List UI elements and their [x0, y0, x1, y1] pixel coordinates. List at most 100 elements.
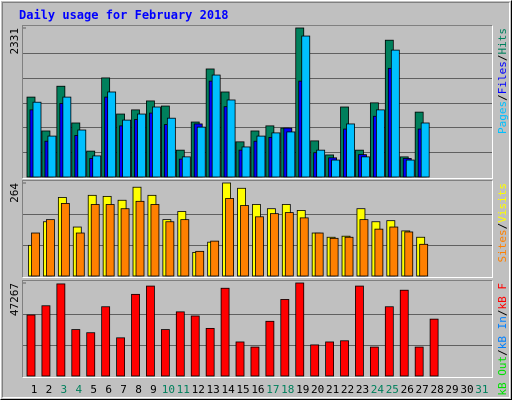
bar [256, 135, 266, 178]
bar [240, 205, 249, 277]
bar [107, 91, 117, 178]
bar [241, 146, 251, 178]
bar [205, 327, 215, 377]
bar [92, 155, 102, 178]
legend: kB Out/kB In/kB F [496, 283, 509, 396]
x-tick-label: 6 [105, 383, 112, 396]
panel-light [22, 280, 493, 378]
bar [62, 96, 72, 178]
bar [250, 346, 260, 377]
bar [355, 285, 364, 377]
legend: Sites/Visits [496, 183, 509, 263]
x-tick-label: 28 [430, 383, 443, 396]
x-tick-label: 19 [296, 383, 309, 396]
x-tick-label: 4 [75, 383, 82, 396]
x-tick-label: 7 [120, 383, 127, 396]
bar [314, 232, 324, 277]
bar [235, 341, 245, 377]
bar [301, 35, 311, 178]
bar [346, 123, 355, 178]
x-tick-label: 11 [177, 383, 190, 396]
bar [375, 109, 385, 178]
bar [180, 219, 190, 277]
x-tick-label: 20 [311, 383, 324, 396]
legend-separator: / [496, 94, 509, 101]
bar [26, 314, 36, 377]
panel-shadow [22, 25, 493, 179]
bar [160, 329, 170, 377]
x-tick-label: 3 [61, 383, 68, 396]
bar [269, 213, 279, 277]
x-tick-label: 23 [356, 383, 369, 396]
x-tick-label: 18 [281, 383, 294, 396]
bar [384, 306, 394, 377]
legend-entry: kB F [496, 283, 509, 310]
x-tick-label: 27 [416, 383, 429, 396]
y-tick-label: 2331 [8, 28, 21, 55]
bar [429, 318, 439, 377]
y-tick-label: 264 [8, 183, 21, 203]
bar [122, 119, 131, 178]
bar [310, 344, 320, 377]
x-tick-label: 2 [46, 383, 53, 396]
bar [280, 299, 290, 377]
x-tick-label: 8 [135, 383, 142, 396]
bar [31, 232, 40, 277]
bar [420, 122, 430, 178]
x-tick-label: 14 [221, 383, 235, 396]
bar [419, 243, 429, 277]
bar [75, 232, 85, 277]
bar [344, 236, 354, 277]
x-tick-label: 25 [386, 383, 399, 396]
x-tick-label: 22 [341, 383, 354, 396]
bar [331, 159, 341, 178]
bar [414, 346, 424, 377]
bar [181, 156, 191, 178]
x-tick-label: 15 [236, 383, 249, 396]
bar [390, 49, 400, 178]
bar [271, 132, 281, 178]
bar [196, 126, 206, 178]
x-tick-label: 21 [326, 383, 339, 396]
bar [225, 198, 234, 277]
bar [399, 289, 409, 377]
bar [32, 101, 42, 178]
bar [329, 237, 339, 277]
legend-separator: / [496, 349, 509, 356]
legend: Pages/Files/Hits [496, 28, 509, 134]
bar [389, 226, 399, 277]
bar [101, 306, 111, 377]
x-tick-label: 9 [150, 383, 157, 396]
bar [316, 149, 326, 178]
bar [195, 250, 205, 277]
panel-shadow [22, 180, 493, 278]
bar [146, 285, 155, 377]
legend-separator: / [496, 55, 509, 62]
bar [175, 311, 185, 377]
x-tick-label: 31 [475, 383, 488, 396]
legend-separator: / [496, 310, 509, 317]
bar [325, 341, 335, 377]
x-tick-label: 5 [90, 383, 97, 396]
bar [220, 287, 230, 377]
legend-entry: Hits [496, 28, 509, 55]
panel-light [22, 180, 493, 278]
bar [255, 216, 264, 277]
x-tick-label: 10 [162, 383, 175, 396]
x-tick-label: 1 [31, 383, 38, 396]
bar [150, 204, 160, 277]
legend-entry: kB Out [496, 356, 509, 396]
bar [265, 320, 275, 377]
legend-entry: Pages [496, 101, 509, 134]
bar [166, 117, 176, 178]
legend-separator: / [496, 223, 509, 230]
legend-entry: kB In [496, 316, 509, 349]
bar [284, 212, 294, 277]
x-tick-label: 24 [371, 383, 385, 396]
bar [210, 240, 220, 277]
x-tick-label: 30 [460, 383, 473, 396]
